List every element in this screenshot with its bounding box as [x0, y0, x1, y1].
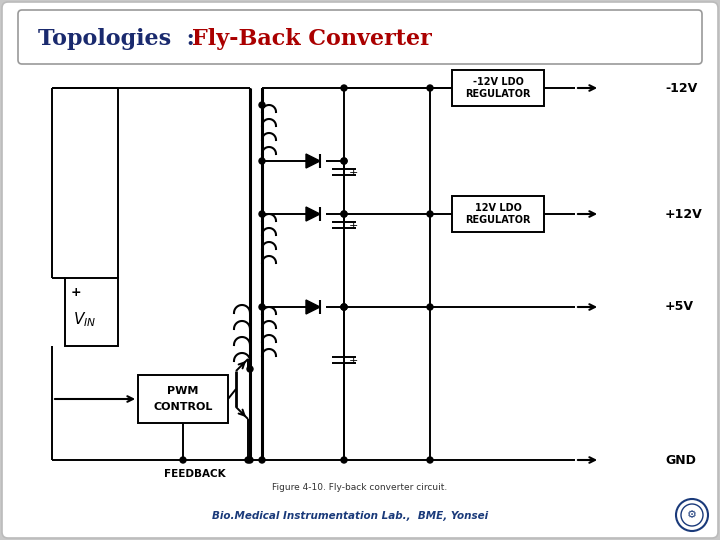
- Polygon shape: [306, 300, 320, 314]
- Text: GND: GND: [665, 454, 696, 467]
- Circle shape: [341, 304, 347, 310]
- Text: CONTROL: CONTROL: [153, 402, 212, 412]
- Circle shape: [341, 304, 347, 310]
- Bar: [65, 278, 118, 346]
- Text: +: +: [349, 168, 359, 178]
- Text: +: +: [349, 356, 359, 366]
- Text: 12V LDO: 12V LDO: [474, 203, 521, 213]
- Circle shape: [341, 158, 347, 164]
- Circle shape: [341, 211, 347, 217]
- Text: +: +: [71, 286, 81, 299]
- Text: Topologies  :: Topologies :: [38, 28, 202, 50]
- Text: FEEDBACK: FEEDBACK: [164, 469, 226, 479]
- Text: $V_{IN}$: $V_{IN}$: [73, 310, 96, 329]
- Circle shape: [427, 85, 433, 91]
- Circle shape: [427, 457, 433, 463]
- Text: +: +: [349, 221, 359, 231]
- Text: +5V: +5V: [665, 300, 694, 314]
- Circle shape: [259, 102, 265, 108]
- Text: Figure 4-10. Fly-back converter circuit.: Figure 4-10. Fly-back converter circuit.: [272, 483, 448, 492]
- Circle shape: [341, 304, 347, 310]
- Bar: [452, 196, 544, 232]
- Text: ⚙: ⚙: [687, 510, 697, 520]
- Circle shape: [247, 366, 253, 372]
- FancyBboxPatch shape: [18, 10, 702, 64]
- Text: PWM: PWM: [167, 386, 199, 396]
- Circle shape: [259, 211, 265, 217]
- Text: +12V: +12V: [665, 207, 703, 220]
- Circle shape: [427, 304, 433, 310]
- Circle shape: [259, 304, 265, 310]
- Text: REGULATOR: REGULATOR: [465, 89, 531, 99]
- Circle shape: [427, 211, 433, 217]
- Circle shape: [259, 158, 265, 164]
- Circle shape: [341, 457, 347, 463]
- Circle shape: [245, 457, 251, 463]
- Polygon shape: [306, 207, 320, 221]
- Circle shape: [247, 457, 253, 463]
- Circle shape: [341, 211, 347, 217]
- Text: REGULATOR: REGULATOR: [465, 215, 531, 225]
- Bar: [452, 70, 544, 106]
- Bar: [138, 375, 228, 423]
- Circle shape: [341, 158, 347, 164]
- Circle shape: [259, 457, 265, 463]
- Circle shape: [341, 85, 347, 91]
- Text: -12V LDO: -12V LDO: [472, 77, 523, 87]
- Text: Bio.Medical Instrumentation Lab.,  BME, Yonsei: Bio.Medical Instrumentation Lab., BME, Y…: [212, 511, 488, 521]
- Polygon shape: [306, 154, 320, 168]
- Circle shape: [180, 457, 186, 463]
- Text: -12V: -12V: [665, 82, 697, 94]
- Text: Fly-Back Converter: Fly-Back Converter: [192, 28, 432, 50]
